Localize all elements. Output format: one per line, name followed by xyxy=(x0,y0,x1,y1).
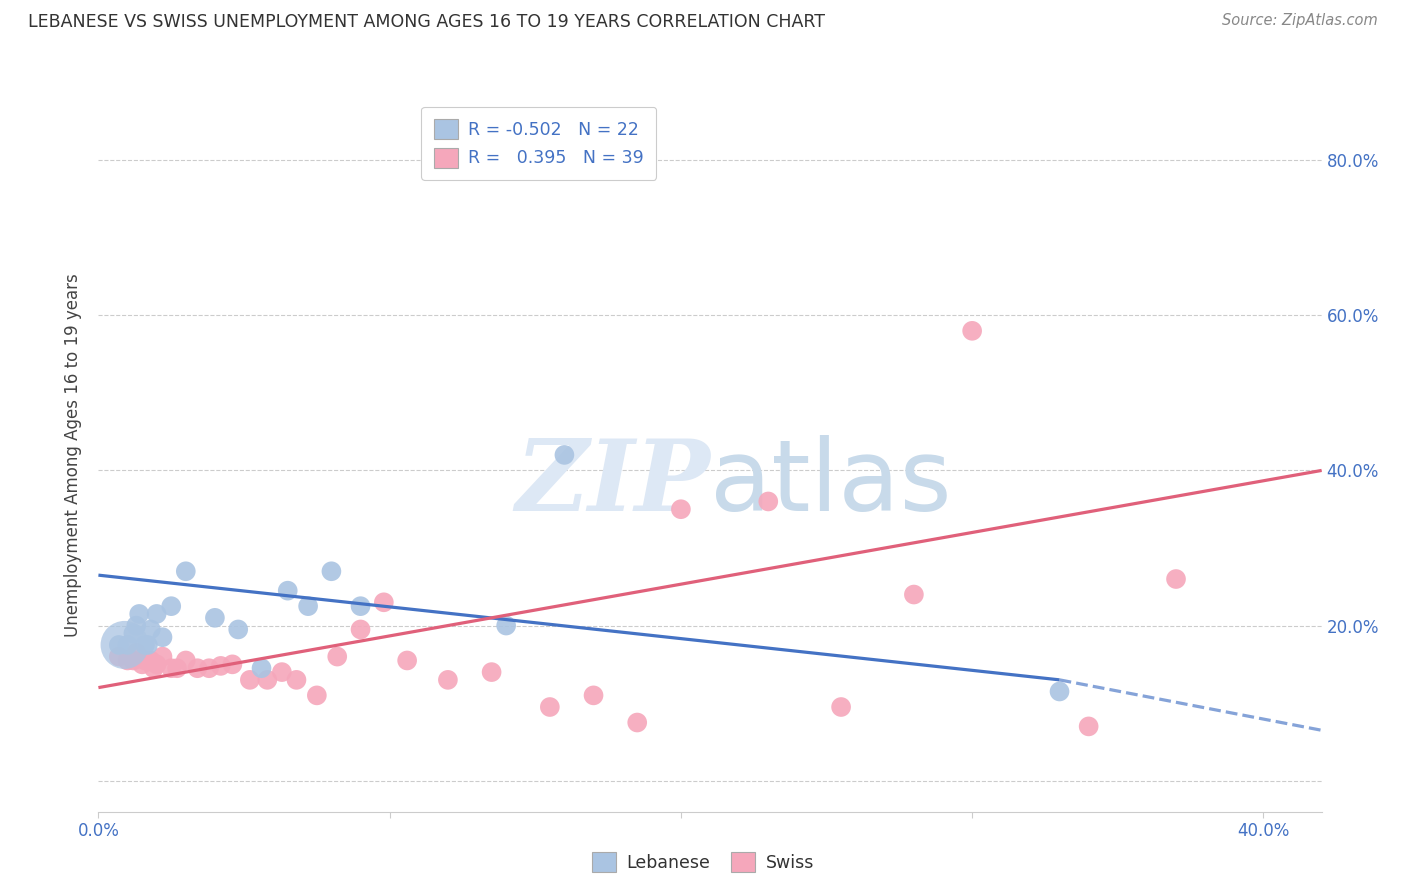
Point xyxy=(349,599,371,614)
Point xyxy=(122,626,145,640)
Point xyxy=(136,653,159,667)
Point xyxy=(830,700,852,714)
Point xyxy=(139,623,162,637)
Point xyxy=(256,673,278,687)
Point xyxy=(125,646,148,660)
Point xyxy=(396,653,419,667)
Point xyxy=(134,653,156,667)
Point xyxy=(326,649,349,664)
Point xyxy=(1049,684,1071,698)
Point xyxy=(373,595,395,609)
Point xyxy=(756,494,779,508)
Point xyxy=(136,638,159,652)
Text: LEBANESE VS SWISS UNEMPLOYMENT AMONG AGES 16 TO 19 YEARS CORRELATION CHART: LEBANESE VS SWISS UNEMPLOYMENT AMONG AGE… xyxy=(28,13,825,31)
Text: ZIP: ZIP xyxy=(515,435,710,532)
Point xyxy=(131,657,153,672)
Point xyxy=(239,673,262,687)
Point xyxy=(139,653,162,667)
Point xyxy=(250,661,273,675)
Point xyxy=(186,661,208,675)
Point xyxy=(960,324,983,338)
Point xyxy=(142,661,165,675)
Text: atlas: atlas xyxy=(710,435,952,532)
Point xyxy=(626,715,648,730)
Point xyxy=(277,583,299,598)
Point xyxy=(321,564,343,578)
Text: Source: ZipAtlas.com: Source: ZipAtlas.com xyxy=(1222,13,1378,29)
Point xyxy=(553,448,575,462)
Point xyxy=(285,673,308,687)
Point xyxy=(297,599,319,614)
Point xyxy=(145,657,167,672)
Point xyxy=(145,607,167,621)
Point xyxy=(108,649,131,664)
Point xyxy=(152,630,174,644)
Point xyxy=(160,599,183,614)
Point xyxy=(221,657,243,672)
Y-axis label: Unemployment Among Ages 16 to 19 years: Unemployment Among Ages 16 to 19 years xyxy=(65,273,83,637)
Point xyxy=(538,700,561,714)
Point xyxy=(305,689,328,703)
Point xyxy=(174,564,197,578)
Point xyxy=(174,653,197,667)
Point xyxy=(582,689,605,703)
Point xyxy=(204,611,226,625)
Point xyxy=(108,638,131,652)
Point xyxy=(122,653,145,667)
Point xyxy=(1077,719,1099,733)
Point xyxy=(134,638,156,652)
Point xyxy=(152,649,174,664)
Point xyxy=(669,502,692,516)
Point xyxy=(903,588,925,602)
Point xyxy=(166,661,188,675)
Point xyxy=(114,638,136,652)
Point xyxy=(117,638,139,652)
Point xyxy=(198,661,221,675)
Legend: Lebanese, Swiss: Lebanese, Swiss xyxy=(585,845,821,879)
Point xyxy=(209,659,232,673)
Point xyxy=(495,618,517,632)
Point xyxy=(160,661,183,675)
Point xyxy=(128,607,150,621)
Point xyxy=(117,653,139,667)
Point xyxy=(349,623,371,637)
Point xyxy=(437,673,460,687)
Point xyxy=(125,618,148,632)
Point xyxy=(226,623,249,637)
Point xyxy=(1164,572,1187,586)
Legend: R = -0.502   N = 22, R =   0.395   N = 39: R = -0.502 N = 22, R = 0.395 N = 39 xyxy=(422,107,657,180)
Point xyxy=(270,665,294,679)
Point xyxy=(481,665,503,679)
